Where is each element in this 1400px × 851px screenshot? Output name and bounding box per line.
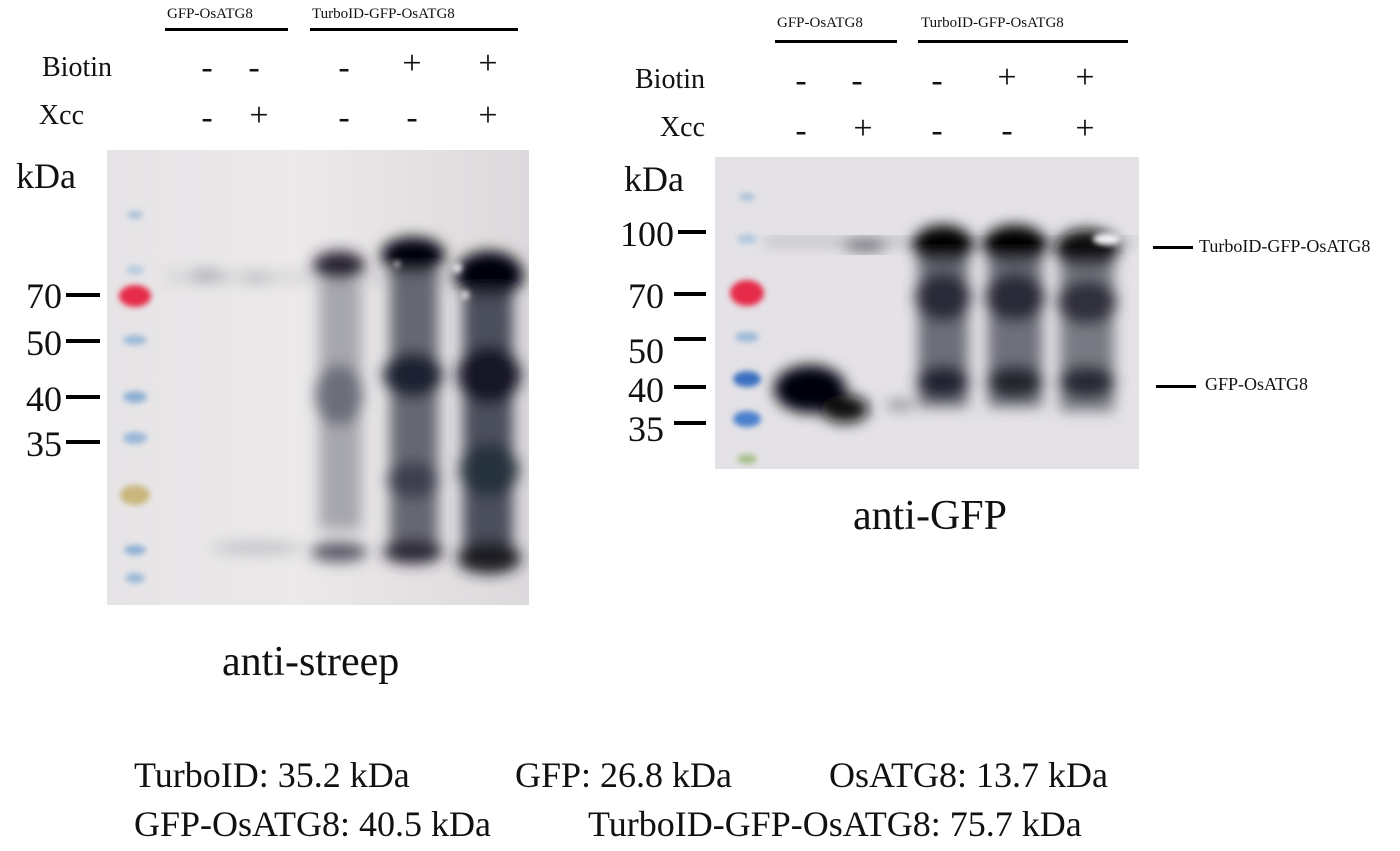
left-xcc-sign-5: + xyxy=(478,97,498,134)
left-unit-label: kDa xyxy=(16,156,76,196)
right-marker-40: 40 xyxy=(628,370,664,410)
left-row-label-xcc: Xcc xyxy=(38,100,84,131)
right-xcc-sign-5: + xyxy=(1075,110,1095,147)
left-caption: anti-streep xyxy=(222,639,400,685)
right-biotin-sign-2: - xyxy=(851,62,863,99)
left-group-label-gfp-osatg8: GFP-OsATG8 xyxy=(167,6,253,22)
right-row-label-xcc: Xcc xyxy=(659,112,705,143)
left-xcc-sign-3: - xyxy=(338,99,350,136)
right-group-underline-2 xyxy=(918,40,1128,43)
footer-gfp-mw: GFP: 26.8 kDa xyxy=(515,755,733,795)
right-xcc-sign-2: + xyxy=(853,110,873,147)
left-xcc-sign-2: + xyxy=(249,97,269,134)
footer-osatg8-mw: OsATG8: 13.7 kDa xyxy=(829,755,1108,795)
footer-turboid-mw: TurboID: 35.2 kDa xyxy=(134,755,410,795)
left-biotin-sign-2: - xyxy=(248,49,260,86)
right-biotin-sign-4: + xyxy=(997,59,1017,96)
right-biotin-sign-5: + xyxy=(1075,59,1095,96)
right-marker-35: 35 xyxy=(628,409,664,449)
footer-gfp-osatg8-mw: GFP-OsATG8: 40.5 kDa xyxy=(134,804,492,844)
right-caption: anti-GFP xyxy=(853,493,1008,539)
right-marker-70: 70 xyxy=(628,276,664,316)
right-marker-50-tick xyxy=(674,337,706,341)
annotation-turboid-gfp-osatg8: TurboID-GFP-OsATG8 xyxy=(1199,236,1371,256)
left-group-underline-2 xyxy=(310,28,518,31)
right-marker-70-tick xyxy=(674,292,706,296)
left-biotin-sign-4: + xyxy=(402,45,422,82)
right-unit-label: kDa xyxy=(624,159,684,199)
right-row-label-biotin: Biotin xyxy=(634,64,705,95)
right-biotin-sign-1: - xyxy=(795,62,807,99)
left-blot-image xyxy=(107,150,529,605)
left-marker-70: 70 xyxy=(26,276,62,316)
left-biotin-sign-5: + xyxy=(478,45,498,82)
left-marker-50: 50 xyxy=(26,323,62,363)
left-marker-70-tick xyxy=(66,293,100,297)
annotation-gfp-osatg8: GFP-OsATG8 xyxy=(1205,374,1309,394)
right-group-label-gfp-osatg8: GFP-OsATG8 xyxy=(777,15,863,31)
right-marker-50: 50 xyxy=(628,331,664,371)
right-xcc-sign-4: - xyxy=(1001,112,1013,149)
right-marker-100: 100 xyxy=(620,214,674,254)
left-xcc-sign-1: - xyxy=(201,99,213,136)
right-marker-100-tick xyxy=(678,230,706,234)
left-marker-50-tick xyxy=(66,339,100,343)
left-marker-40: 40 xyxy=(26,379,62,419)
right-marker-35-tick xyxy=(674,421,706,425)
footer-turboid-gfp-osatg8-mw: TurboID-GFP-OsATG8: 75.7 kDa xyxy=(588,804,1082,844)
annotation-pointer-gfp-osatg8 xyxy=(1156,385,1196,388)
left-group-label-turboid-gfp-osatg8: TurboID-GFP-OsATG8 xyxy=(312,6,455,22)
left-xcc-sign-4: - xyxy=(406,99,418,136)
right-group-label-turboid-gfp-osatg8: TurboID-GFP-OsATG8 xyxy=(921,15,1064,31)
right-biotin-sign-3: - xyxy=(931,62,943,99)
left-marker-35: 35 xyxy=(26,424,62,464)
left-marker-40-tick xyxy=(66,395,100,399)
annotation-pointer-turboid-gfp-osatg8 xyxy=(1153,246,1193,249)
left-marker-35-tick xyxy=(66,440,100,444)
left-biotin-sign-1: - xyxy=(201,49,213,86)
right-blot-image xyxy=(715,157,1139,469)
left-biotin-sign-3: - xyxy=(338,49,350,86)
right-xcc-sign-1: - xyxy=(795,112,807,149)
left-group-underline-1 xyxy=(165,28,288,31)
right-marker-40-tick xyxy=(674,385,706,389)
right-group-underline-1 xyxy=(775,40,897,43)
right-xcc-sign-3: - xyxy=(931,112,943,149)
left-row-label-biotin: Biotin xyxy=(41,52,112,83)
